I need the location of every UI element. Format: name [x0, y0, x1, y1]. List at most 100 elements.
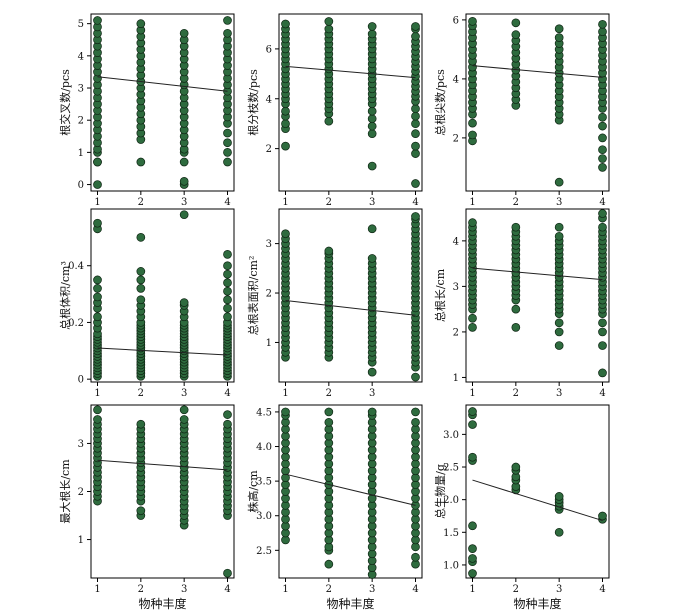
data-point: [468, 420, 477, 429]
data-point: [411, 141, 420, 151]
y-tick-label: 1: [266, 338, 272, 349]
data-point: [223, 250, 232, 259]
y-tick-label: 2.0: [443, 495, 459, 506]
data-point: [367, 121, 377, 131]
data-point: [598, 341, 607, 350]
data-point: [554, 341, 564, 350]
data-point: [367, 161, 377, 171]
data-point: [367, 254, 377, 263]
data-point: [554, 327, 564, 337]
y-tick-label: 0: [78, 375, 84, 386]
data-point: [598, 145, 607, 155]
y-tick-label: 3: [78, 84, 84, 95]
data-point: [223, 269, 232, 279]
data-point: [468, 313, 477, 323]
plot-frame: [278, 13, 423, 192]
x-tick-label: 1: [469, 388, 475, 399]
x-tick-label: 2: [326, 388, 332, 399]
y-tick-label: 2: [266, 289, 272, 300]
data-point: [324, 24, 334, 34]
data-point: [223, 261, 232, 271]
x-tick-label: 4: [224, 584, 230, 595]
x-tick-label: 4: [412, 584, 418, 595]
data-point: [324, 559, 334, 569]
regression-line: [97, 76, 228, 92]
y-tick-label: 4: [453, 74, 459, 85]
data-point: [367, 22, 377, 31]
data-point: [223, 278, 232, 288]
y-tick-label: 2: [78, 487, 84, 498]
data-point: [554, 492, 564, 501]
data-point: [324, 246, 334, 256]
data-point: [367, 224, 377, 234]
x-tick-label: 1: [282, 388, 288, 399]
data-point: [223, 16, 232, 25]
data-point: [598, 121, 607, 131]
y-axis-label: 株高/cm: [246, 470, 260, 513]
data-point: [93, 415, 102, 424]
data-point: [136, 19, 146, 29]
data-point: [367, 129, 377, 139]
y-tick-label: 4.0: [256, 442, 272, 453]
data-point: [511, 18, 521, 28]
data-point: [511, 462, 521, 472]
data-point: [93, 405, 102, 415]
data-point: [554, 24, 564, 34]
data-point: [411, 407, 420, 417]
y-tick-label: 3: [266, 239, 272, 250]
x-tick-label: 3: [369, 197, 375, 208]
y-tick-label: 6: [266, 44, 272, 55]
data-point: [468, 17, 477, 26]
data-point: [511, 323, 521, 332]
x-tick-label: 3: [556, 388, 562, 399]
x-tick-label: 4: [412, 197, 418, 208]
x-tick-label: 4: [599, 584, 605, 595]
x-axis-label: 物种丰度: [138, 596, 186, 611]
data-point: [179, 405, 189, 415]
data-point: [136, 284, 146, 293]
data-point: [411, 552, 420, 562]
data-point: [136, 275, 146, 285]
data-point: [554, 33, 564, 42]
data-point: [468, 452, 477, 462]
y-tick-label: 1.0: [443, 560, 459, 571]
data-point: [598, 327, 607, 337]
y-tick-label: 3: [78, 439, 84, 450]
x-tick-label: 2: [138, 197, 144, 208]
y-tick-label: 0: [78, 180, 84, 191]
y-axis-label: 总根尖数/pcs: [433, 69, 447, 136]
x-tick-label: 1: [282, 584, 288, 595]
y-tick-label: 0.4: [68, 261, 84, 272]
x-tick-label: 1: [94, 584, 100, 595]
panel-4: 0 0.2 0.4 1 2 3 4 总根体积/cm³: [58, 208, 235, 399]
data-point: [223, 303, 232, 313]
data-point: [468, 544, 477, 553]
x-tick-label: 4: [599, 197, 605, 208]
data-point: [223, 410, 232, 419]
y-tick-label: 3.0: [256, 511, 272, 522]
y-axis-label: 总生物量/g: [433, 464, 447, 519]
data-point: [93, 16, 102, 25]
data-point: [411, 417, 420, 427]
regression-line: [285, 299, 416, 316]
panel-8: 2.5 3.0 3.5 4.0 4.5 1 2 3 4 株高/cm 物种丰度: [246, 404, 423, 611]
data-point: [411, 212, 420, 221]
regression-line: [285, 473, 416, 506]
x-tick-label: 2: [138, 388, 144, 399]
data-point: [511, 30, 521, 40]
data-point: [367, 29, 377, 39]
x-tick-label: 4: [224, 197, 230, 208]
data-point: [511, 222, 521, 232]
x-tick-label: 1: [469, 584, 475, 595]
data-point: [136, 233, 146, 242]
x-tick-label: 3: [181, 197, 187, 208]
data-point: [468, 569, 477, 578]
data-point: [136, 506, 146, 516]
data-point: [179, 415, 189, 424]
y-tick-label: 6: [453, 15, 459, 26]
data-point: [367, 367, 377, 377]
x-tick-label: 4: [224, 388, 230, 399]
plot-frame: [278, 404, 423, 579]
plot-frame: [465, 208, 610, 383]
